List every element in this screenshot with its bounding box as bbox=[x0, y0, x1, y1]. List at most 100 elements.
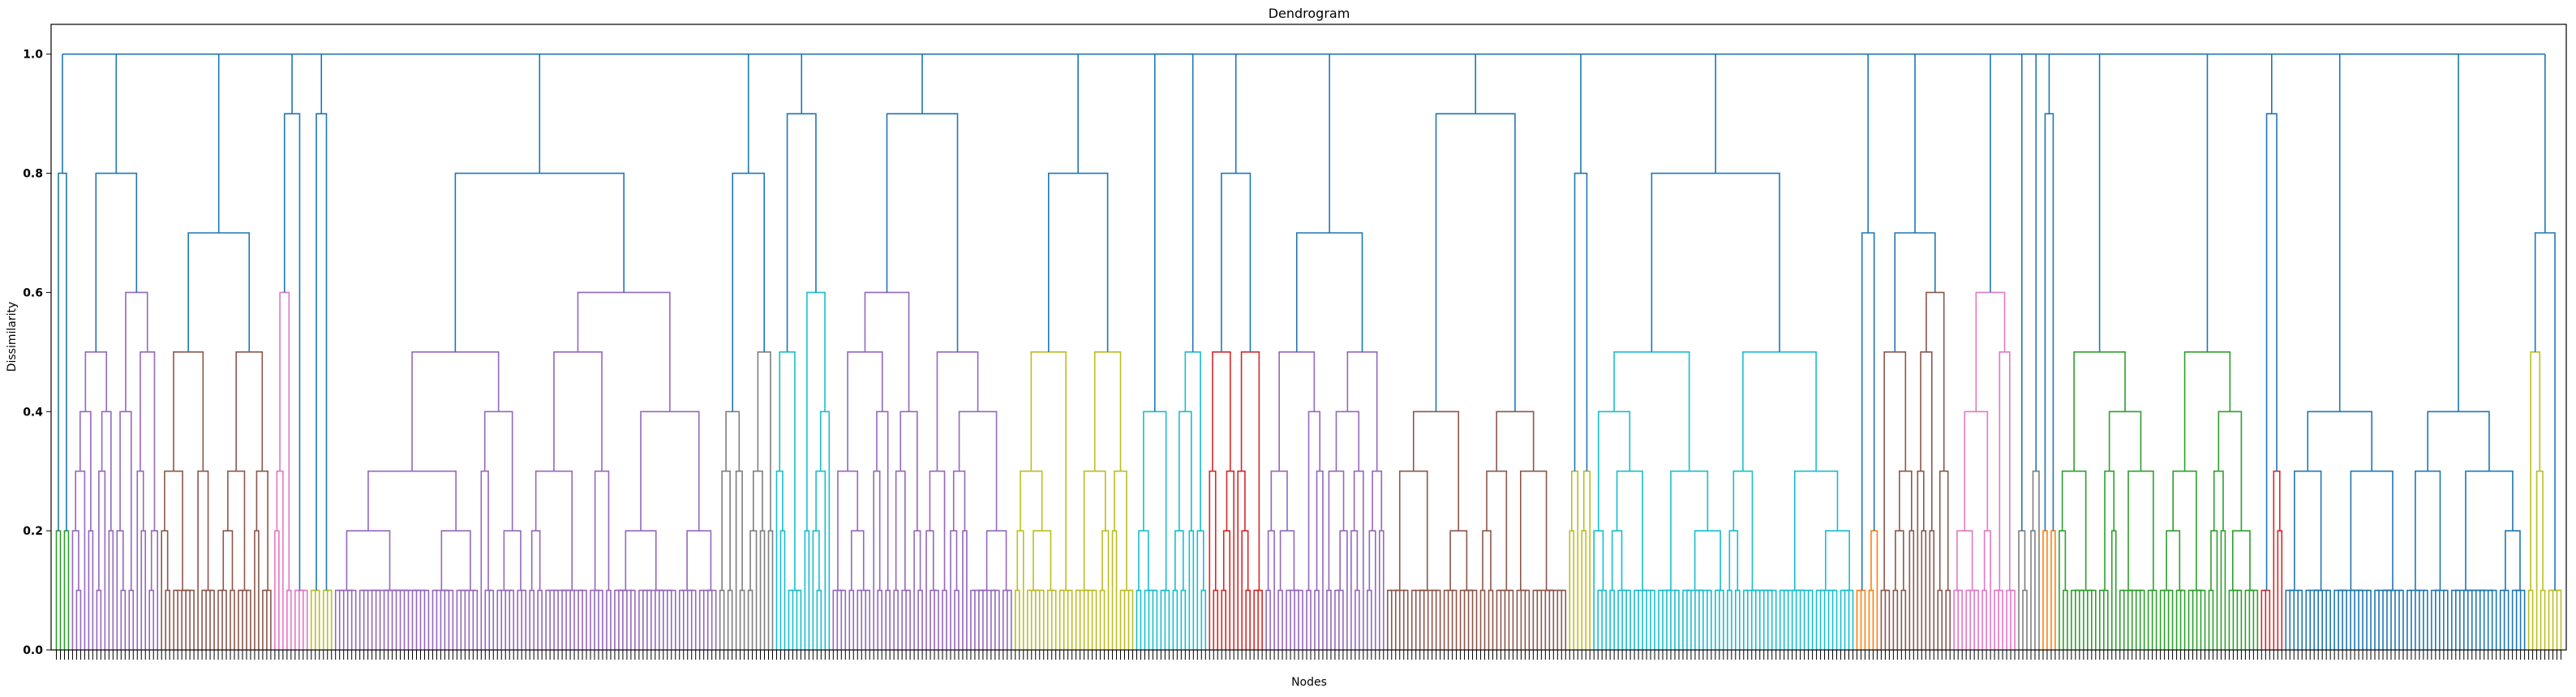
dendrogram-link bbox=[1926, 291, 1945, 471]
dendrogram-link bbox=[1593, 530, 1604, 650]
dendrogram-link bbox=[2515, 589, 2526, 650]
dendrogram-link bbox=[484, 589, 492, 650]
dendrogram-link bbox=[1634, 589, 1639, 650]
dendrogram-link bbox=[749, 530, 758, 650]
dendrogram-link bbox=[2179, 589, 2186, 650]
dendrogram-link bbox=[1611, 530, 1623, 591]
dendrogram-link bbox=[1742, 589, 1749, 650]
dendrogram-link bbox=[2108, 411, 2142, 471]
dendrogram-link bbox=[116, 530, 124, 650]
dendrogram-link bbox=[2139, 589, 2145, 650]
dendrogram-link bbox=[2423, 589, 2428, 650]
dendrogram-link bbox=[1983, 530, 1991, 650]
dendrogram-link bbox=[503, 530, 522, 591]
dendrogram-link bbox=[2102, 589, 2109, 650]
y-tick-label: 0.6 bbox=[23, 286, 43, 299]
y-axis: 0.0 0.2 0.4 0.6 0.8 1.0 bbox=[23, 49, 51, 657]
dendrogram-link bbox=[1929, 530, 1935, 650]
dendrogram-link bbox=[1581, 530, 1587, 650]
dendrogram-link bbox=[1002, 589, 1010, 650]
dendrogram-link bbox=[517, 589, 524, 650]
dendrogram-link bbox=[1443, 589, 1449, 650]
dendrogram-link bbox=[313, 589, 320, 650]
dendrogram-link bbox=[1449, 530, 1468, 591]
dendrogram-link bbox=[509, 589, 515, 650]
dendrogram-link bbox=[2325, 589, 2331, 650]
dendrogram-link bbox=[1307, 411, 1321, 591]
dendrogram-link bbox=[1026, 589, 1040, 650]
dendrogram-link bbox=[1279, 530, 1295, 591]
dendrogram-link bbox=[1921, 530, 1927, 650]
dendrogram-link bbox=[950, 530, 958, 650]
dendrogram-link bbox=[88, 530, 94, 650]
dendrogram-link bbox=[140, 530, 147, 650]
dendrogram-link bbox=[1241, 530, 1249, 650]
dendrogram-link bbox=[1707, 589, 1712, 650]
dendrogram-link bbox=[1138, 530, 1149, 591]
dendrogram-link bbox=[316, 113, 328, 591]
dendrogram-link bbox=[2265, 113, 2278, 591]
dendrogram-link bbox=[2166, 530, 2181, 591]
dendrogram-link bbox=[2098, 589, 2105, 650]
y-axis-label: Dissimilarity bbox=[6, 302, 19, 372]
dendrogram-link bbox=[521, 589, 526, 650]
dendrogram-link bbox=[2110, 530, 2117, 650]
dendrogram-link bbox=[1895, 530, 1904, 591]
dendrogram-link bbox=[767, 530, 774, 650]
dendrogram-link bbox=[431, 589, 438, 650]
dendrogram-link bbox=[2210, 530, 2218, 650]
dendrogram-link bbox=[2277, 530, 2283, 650]
dendrogram-link bbox=[2050, 530, 2056, 650]
dendrogram-link bbox=[2030, 530, 2036, 650]
dendrogram-link bbox=[1451, 589, 1458, 650]
dendrogram-link bbox=[1111, 530, 1118, 650]
dendrogram-link bbox=[2263, 589, 2271, 650]
dendrogram-link bbox=[2398, 589, 2404, 650]
dendrogram-link bbox=[1335, 411, 1360, 471]
dendrogram-link bbox=[886, 113, 959, 352]
dendrogram-link bbox=[913, 530, 921, 650]
x-axis-label: Nodes bbox=[1291, 676, 1327, 689]
dendrogram-link bbox=[1617, 589, 1625, 650]
dendrogram-link bbox=[1845, 589, 1854, 650]
dendrogram-link bbox=[1779, 589, 1785, 650]
dendrogram-link bbox=[1058, 589, 1065, 650]
dendrogram-link bbox=[1410, 589, 1417, 650]
dendrogram-links bbox=[55, 53, 2562, 650]
dendrogram-link bbox=[264, 589, 272, 650]
dendrogram-link bbox=[1569, 530, 1575, 650]
dendrogram-link bbox=[1964, 411, 1989, 531]
dendrogram-link bbox=[2018, 530, 2026, 650]
y-tick-label: 0.8 bbox=[23, 168, 43, 181]
dendrogram-link bbox=[1196, 530, 1204, 650]
dendrogram-link bbox=[1994, 589, 1999, 650]
dendrogram-link bbox=[1412, 411, 1460, 531]
dendrogram-link bbox=[1496, 589, 1502, 650]
dendrogram-link bbox=[2175, 589, 2183, 650]
dendrogram-link bbox=[1728, 530, 1739, 591]
dendrogram-link bbox=[786, 113, 817, 352]
dendrogram-link bbox=[1908, 530, 1915, 650]
dendrogram-link bbox=[1674, 589, 1680, 650]
dendrogram-link bbox=[279, 291, 290, 591]
dendrogram-link bbox=[2232, 530, 2251, 591]
dendrogram-link bbox=[1658, 589, 1664, 650]
dendrogram-link bbox=[640, 411, 700, 531]
dendrogram-link bbox=[1368, 530, 1376, 650]
dendrogram-link bbox=[2150, 589, 2157, 650]
dendrogram-link bbox=[1597, 589, 1603, 650]
dendrogram-link bbox=[925, 530, 934, 650]
dendrogram-link bbox=[334, 589, 341, 650]
dendrogram-link bbox=[2297, 589, 2303, 650]
dendrogram-link bbox=[819, 411, 831, 650]
dendrogram-link bbox=[1532, 589, 1539, 650]
dendrogram-link bbox=[79, 411, 92, 531]
dendrogram-link bbox=[1459, 589, 1474, 650]
dendrogram-link bbox=[804, 530, 810, 650]
dendrogram-link bbox=[2218, 411, 2243, 531]
dendrogram-link bbox=[1831, 589, 1838, 650]
dendrogram-link bbox=[1975, 291, 2006, 412]
dendrogram-link bbox=[55, 530, 62, 650]
dendrogram-link bbox=[220, 589, 227, 650]
